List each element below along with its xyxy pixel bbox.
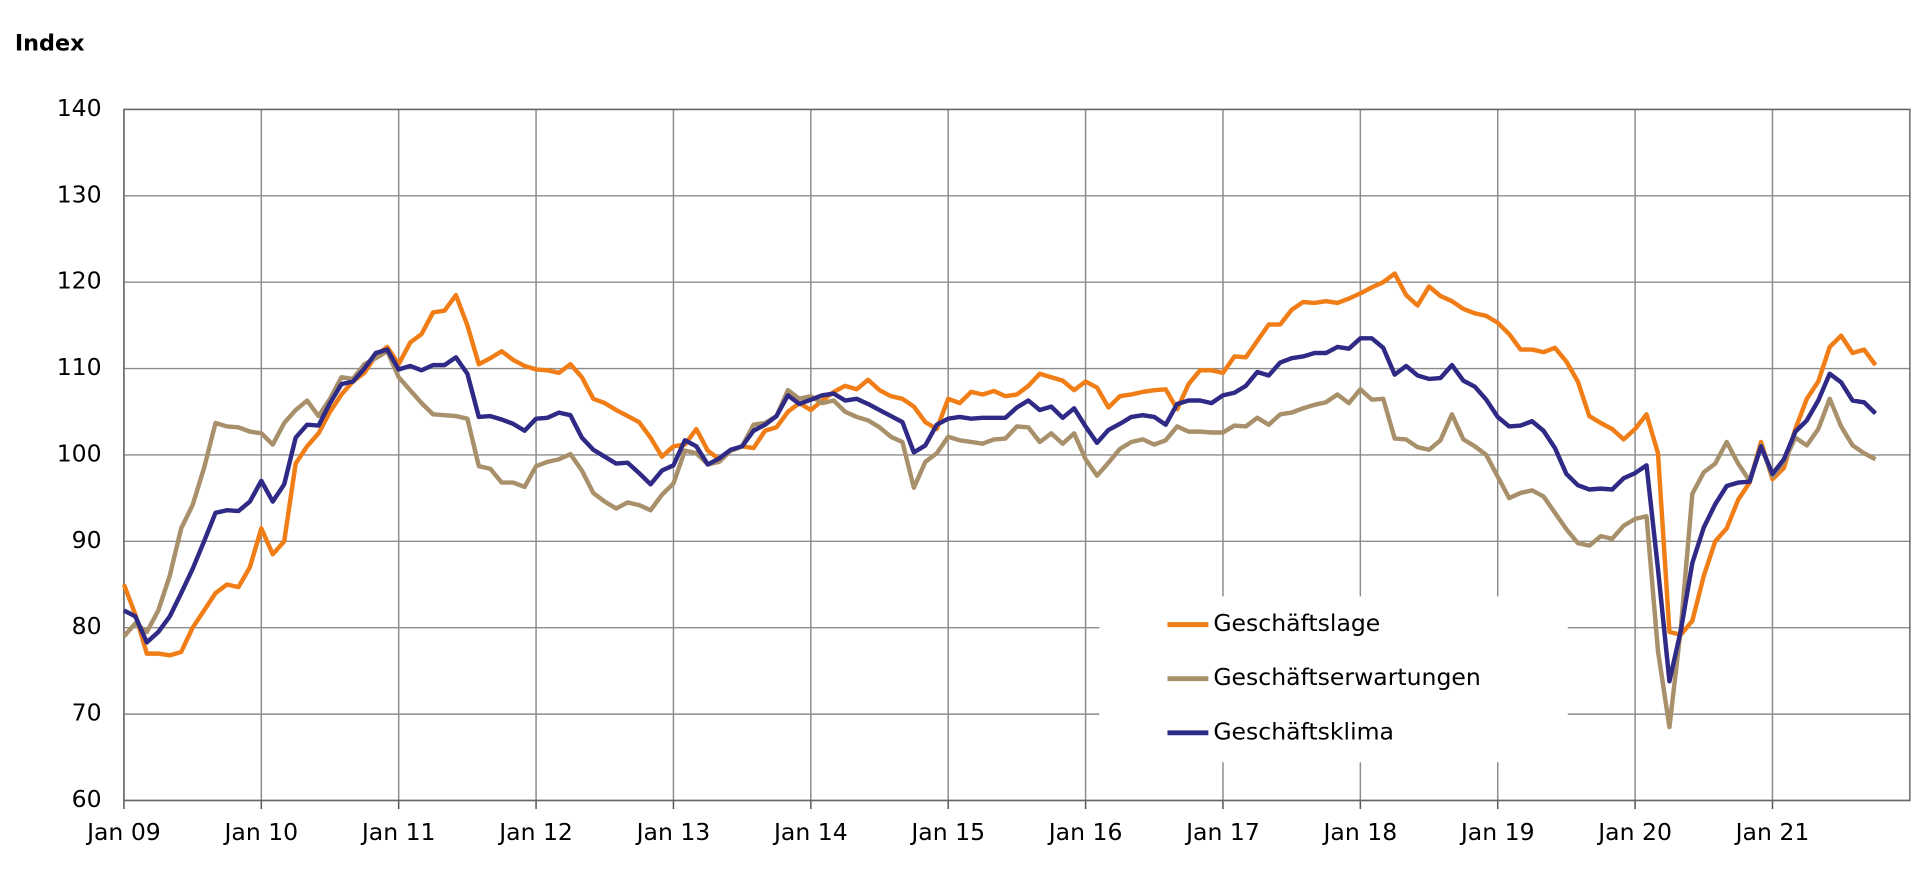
x-tick-label: Jan 12 bbox=[497, 818, 573, 846]
legend-label: Geschäftsklima bbox=[1213, 717, 1394, 745]
series-line bbox=[122, 336, 1878, 684]
y-tick-label: 100 bbox=[57, 440, 102, 468]
x-tick-label: Jan 16 bbox=[1047, 818, 1123, 846]
x-tick-label: Jan 14 bbox=[772, 818, 848, 846]
y-tick-label: 90 bbox=[72, 526, 102, 554]
x-tick-label: Jan 17 bbox=[1184, 818, 1260, 846]
y-tick-label: 80 bbox=[72, 612, 102, 640]
series-line bbox=[121, 271, 1878, 658]
y-tick-label: 110 bbox=[57, 353, 102, 381]
y-tick-label: 70 bbox=[72, 699, 102, 727]
x-tick-label: Jan 21 bbox=[1734, 818, 1810, 846]
legend-label: Geschäftserwartungen bbox=[1213, 663, 1480, 691]
x-tick-label: Jan 18 bbox=[1321, 818, 1397, 846]
y-tick-label: 120 bbox=[57, 267, 102, 295]
x-tick-label: Jan 09 bbox=[85, 818, 161, 846]
y-axis-label: Index bbox=[15, 31, 85, 57]
x-tick-label: Jan 10 bbox=[222, 818, 298, 846]
x-tick-label: Jan 20 bbox=[1596, 818, 1672, 846]
plot-frame bbox=[123, 108, 1911, 802]
x-tick-label: Jan 19 bbox=[1459, 818, 1535, 846]
x-tick-label: Jan 13 bbox=[635, 818, 711, 846]
y-tick-label: 140 bbox=[57, 94, 102, 122]
y-tick-label: 60 bbox=[72, 785, 102, 813]
legend-label: Geschäftslage bbox=[1213, 609, 1380, 637]
series-line bbox=[122, 349, 1877, 730]
x-tick-label: Jan 11 bbox=[360, 818, 436, 846]
x-tick-label: Jan 15 bbox=[909, 818, 985, 846]
y-tick-label: 130 bbox=[57, 180, 102, 208]
